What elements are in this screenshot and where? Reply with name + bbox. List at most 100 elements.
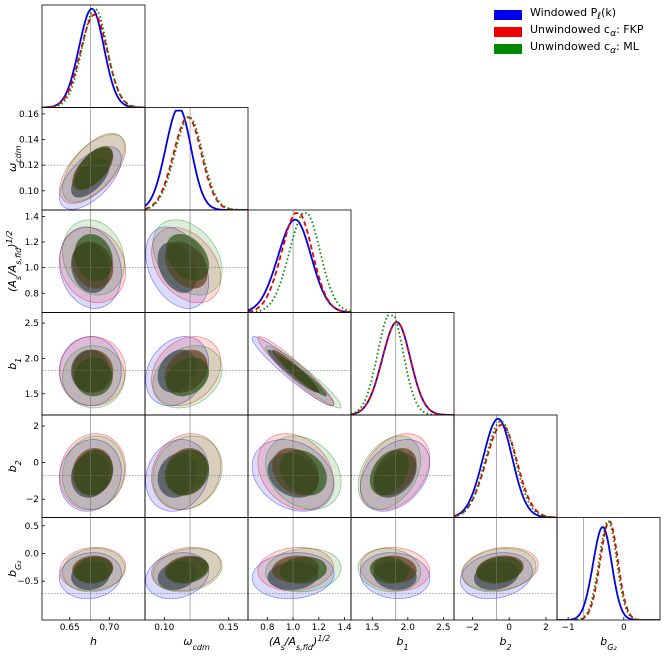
panel-1d-h <box>42 5 145 108</box>
axis-label-part: G₂ <box>607 643 617 652</box>
contour-68-core-dotted <box>476 556 522 584</box>
y-tick-label: 0.0 <box>25 550 40 560</box>
x-tick-label: 1.0 <box>286 623 301 633</box>
axis-label-part: b <box>6 570 19 577</box>
y-tick-label: −2 <box>26 495 39 505</box>
contour-68-core-dotted <box>166 234 209 281</box>
panel-1d-b2 <box>454 415 557 518</box>
y-tick-label: 0 <box>33 459 39 469</box>
axis-label-part: b <box>396 635 403 648</box>
density-curve-dashed <box>42 13 145 108</box>
panel-As-b1 <box>248 312 351 415</box>
axis-label-part: s <box>14 276 23 280</box>
axis-label-part: b <box>499 635 506 648</box>
x-tick-label: 2.0 <box>401 623 416 633</box>
axis-label-part: s,fid <box>296 643 314 652</box>
panel-omega_cdm-b1 <box>145 312 248 415</box>
y-tick-label: 1.0 <box>25 264 40 274</box>
axis-label-part: 1/2 <box>317 634 330 643</box>
axis-label-part: /A <box>6 265 19 277</box>
x-tick-label: 2 <box>543 623 549 633</box>
panel-1d-bG2 <box>557 517 660 620</box>
panel-As-bG2 <box>248 517 351 620</box>
axis-label-part: cdm <box>14 145 23 162</box>
contour-68-core-dotted <box>74 556 113 584</box>
y-tick-label: 2.5 <box>25 319 39 329</box>
axis-label-part: ) <box>312 635 317 648</box>
x-tick-label: 1.4 <box>337 623 352 633</box>
axis-label-part: cdm <box>192 643 209 652</box>
y-tick-label: −0.5 <box>17 577 39 587</box>
y-tick-label: 0.16 <box>19 110 39 120</box>
panel-omega_cdm-b2 <box>145 415 248 518</box>
axis-label-part: ω <box>6 163 19 172</box>
axis-label-b2: b2 <box>499 635 511 652</box>
y-tick-label: 1.5 <box>25 390 39 400</box>
x-tick-label: −1 <box>561 623 574 633</box>
axis-label-bG2: bG₂ <box>6 560 23 577</box>
axis-label-part: 1 <box>14 358 23 363</box>
axis-label-part: 2 <box>14 460 23 465</box>
legend-label-ml: Unwindowed cα: ML <box>530 40 639 57</box>
panel-1d-As <box>248 210 351 313</box>
contour-68-core-dotted <box>74 357 113 397</box>
axis-label-part: h <box>90 635 97 648</box>
density-curve-solid <box>454 417 557 518</box>
density-curve-solid <box>351 321 454 415</box>
axis-label-h: h <box>90 635 97 648</box>
panel-frame <box>144 107 249 211</box>
panel-h-b2 <box>42 415 145 518</box>
density-curve-dashed <box>248 212 351 313</box>
y-tick-label: 2 <box>33 422 39 432</box>
y-tick-label: 0.10 <box>19 187 39 197</box>
contour-68-core-dotted <box>74 146 113 190</box>
axis-label-part: 1 <box>403 643 408 652</box>
contour-68-core-dotted <box>74 234 113 281</box>
legend-label-fkp: Unwindowed cα: FKP <box>530 23 644 40</box>
density-curve-dashed <box>351 321 454 415</box>
density-curve-dotted <box>42 7 145 108</box>
legend-swatch-ml <box>494 43 522 54</box>
axis-label-part: (A <box>269 635 281 648</box>
x-tick-label: 0.10 <box>154 623 174 633</box>
panel-frame <box>556 517 661 621</box>
x-tick-label: 1.2 <box>312 623 326 633</box>
density-curve-dashed <box>557 520 660 620</box>
contour-68-core-dotted <box>166 357 209 397</box>
axis-label-part: 2 <box>506 643 511 652</box>
axis-label-part: b <box>600 635 607 648</box>
y-tick-label: 0.12 <box>19 161 39 171</box>
axis-label-part: 1/2 <box>5 231 14 244</box>
axis-label-part: /A <box>284 635 296 648</box>
axis-label-part: ω <box>183 635 192 648</box>
x-tick-label: 0 <box>621 623 627 633</box>
panel-b1-bG2 <box>351 517 454 620</box>
x-tick-label: 1.5 <box>365 623 379 633</box>
contour-68-core-dotted <box>369 556 409 584</box>
panel-b1-b2 <box>351 415 454 518</box>
contour-68-core-dotted <box>279 449 327 496</box>
contour-68-core-dotted <box>369 449 409 496</box>
panel-frame <box>41 4 146 108</box>
panel-omega_cdm-As <box>145 210 248 313</box>
x-tick-label: 0.8 <box>260 623 275 633</box>
legend-swatch-windowed <box>494 9 522 20</box>
legend-swatch-fkp <box>494 26 522 37</box>
panel-b2-bG2 <box>454 517 557 620</box>
density-curve-dotted <box>145 116 248 210</box>
panel-h-bG2 <box>42 517 145 620</box>
legend-entry-fkp: Unwindowed cα: FKP <box>494 23 644 40</box>
y-tick-label: 0.14 <box>19 136 39 146</box>
axis-label-part: s <box>281 643 285 652</box>
x-tick-label: 0.65 <box>60 623 80 633</box>
x-tick-label: 0.70 <box>99 623 119 633</box>
legend-entry-ml: Unwindowed cα: ML <box>494 40 644 57</box>
density-curve-dashed <box>145 116 248 210</box>
axis-label-b1: b1 <box>396 635 408 652</box>
axis-label-b1: b1 <box>6 358 23 370</box>
axis-label-As: (As/As,fid)1/2 <box>5 231 23 292</box>
axis-label-bG2: bG₂ <box>600 635 617 652</box>
axis-label-omega_cdm: ωcdm <box>6 145 23 172</box>
axis-label-b2: b2 <box>6 460 23 472</box>
